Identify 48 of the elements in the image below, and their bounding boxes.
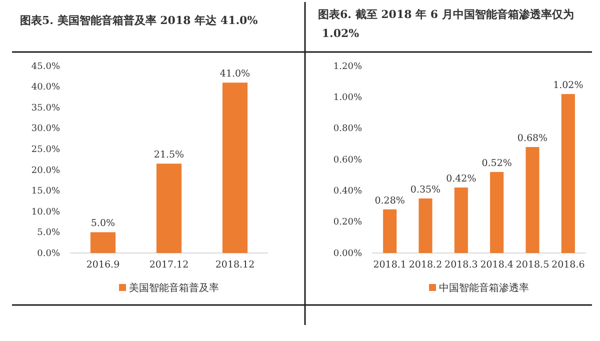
chart-title: 图表6. 截至 2018 年 6 月中国智能音箱渗透率仅为 1.02%	[318, 8, 574, 40]
y-tick-label: 0.00%	[333, 248, 362, 259]
data-label: 0.52%	[482, 158, 512, 169]
x-tick-label: 2017.12	[149, 260, 189, 271]
y-tick-label: 40.0%	[31, 82, 60, 93]
data-label: 5.0%	[90, 218, 116, 230]
y-tick-label: 10.0%	[31, 207, 60, 218]
data-label: 0.68%	[517, 133, 548, 144]
y-tick-label: 0.40%	[333, 186, 362, 197]
y-tick-label: 0.60%	[333, 155, 362, 166]
x-tick-label: 2016.9	[86, 260, 120, 271]
y-tick-label: 0.20%	[333, 218, 362, 228]
bar	[454, 188, 468, 253]
y-tick-label: 45.0%	[31, 62, 60, 72]
y-tick-label: 5.0%	[37, 228, 60, 238]
bar	[90, 232, 116, 253]
bar	[490, 172, 504, 253]
y-tick-label: 1.00%	[333, 93, 362, 104]
data-label: 0.42%	[446, 174, 476, 185]
x-tick-label: 2018.12	[215, 260, 255, 271]
y-tick-label: 0.0%	[37, 248, 60, 259]
x-tick-label: 2018.4	[480, 260, 514, 271]
y-tick-label: 0.80%	[333, 124, 362, 134]
bar	[156, 164, 182, 253]
bar	[561, 94, 575, 253]
x-tick-label: 2018.5	[516, 260, 550, 271]
bar	[222, 82, 248, 253]
y-tick-label: 15.0%	[31, 186, 60, 197]
data-label: 0.35%	[410, 184, 441, 196]
data-label: 21.5%	[154, 150, 184, 161]
y-tick-label: 20.0%	[31, 166, 60, 176]
x-tick-label: 2018.2	[408, 260, 442, 271]
x-tick-label: 2018.6	[552, 260, 585, 271]
bar	[418, 198, 432, 253]
y-tick-label: 1.20%	[333, 62, 362, 72]
x-tick-label: 2018.3	[444, 260, 478, 271]
data-label: 1.02%	[553, 80, 584, 92]
y-tick-label: 25.0%	[31, 144, 60, 155]
bar	[383, 209, 397, 253]
legend-label: 美国智能音箱普及率	[129, 282, 219, 294]
y-tick-label: 30.0%	[31, 124, 60, 134]
bar	[526, 147, 540, 253]
chart-title: 图表5. 美国智能音箱普及率 2018 年达 41.0%	[20, 14, 258, 27]
y-tick-label: 35.0%	[31, 103, 60, 114]
legend-label: 中国智能音箱渗透率	[439, 282, 529, 294]
x-tick-label: 2018.1	[373, 260, 406, 271]
data-label: 0.28%	[374, 195, 405, 206]
data-label: 41.0%	[220, 68, 250, 80]
